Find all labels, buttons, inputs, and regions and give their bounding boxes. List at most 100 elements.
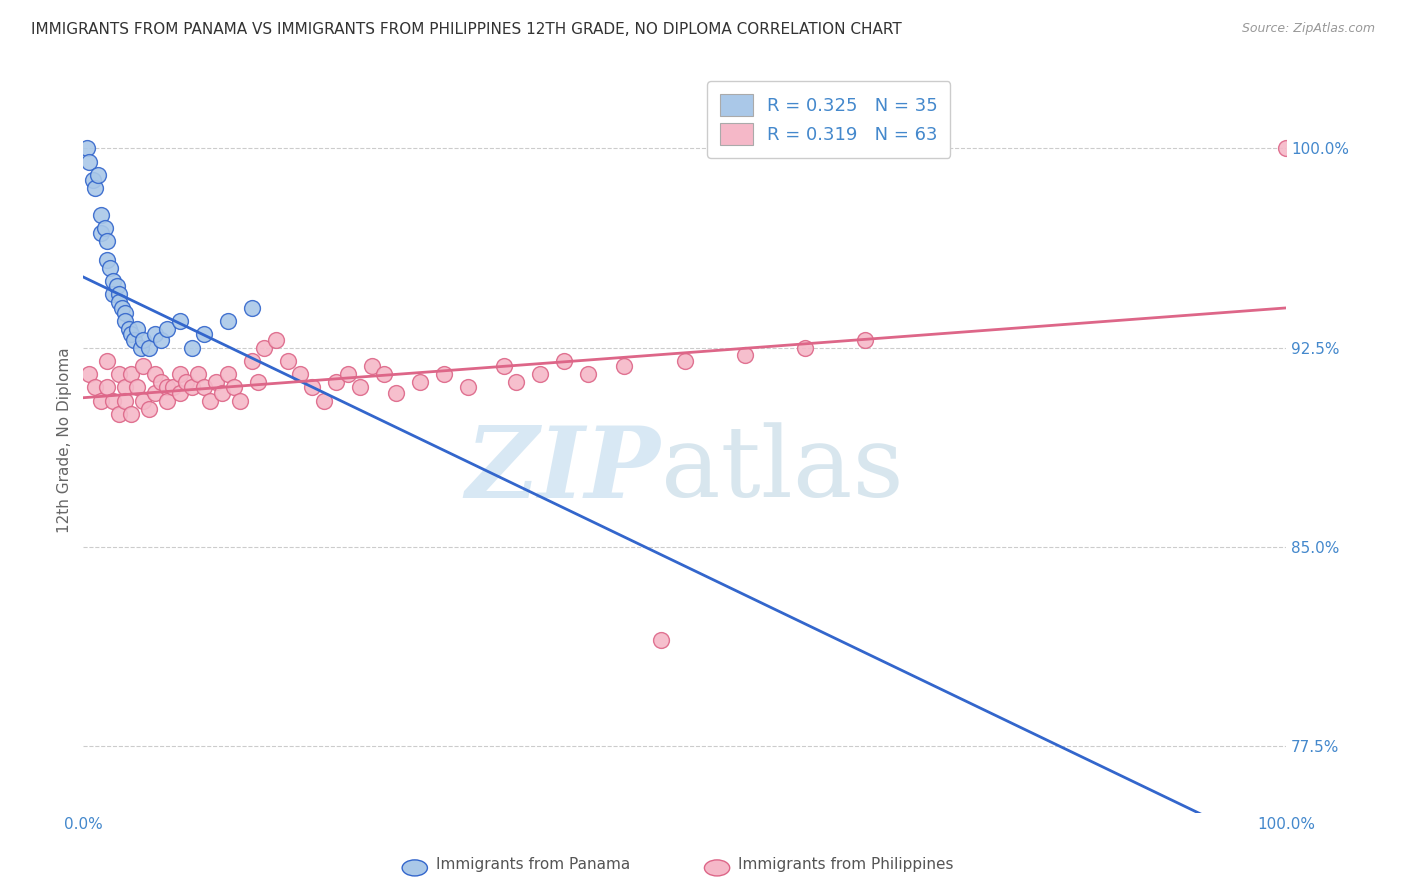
Legend: R = 0.325   N = 35, R = 0.319   N = 63: R = 0.325 N = 35, R = 0.319 N = 63 (707, 81, 950, 158)
Point (82, 173, 104, 187)
Point (79, 154, 101, 169)
Point (529, 367, 551, 381)
Point (96, 234, 118, 248)
Point (494, 359, 516, 373)
Text: ZIP: ZIP (465, 422, 661, 518)
Point (145, 385, 167, 400)
Point (114, 306, 136, 320)
Point (84, 181, 107, 195)
Point (1275, 141, 1298, 155)
Point (122, 333, 145, 347)
Point (349, 380, 371, 394)
Point (222, 380, 245, 394)
Point (132, 359, 155, 373)
Point (240, 301, 263, 315)
Point (373, 367, 395, 381)
Point (240, 353, 263, 368)
Point (217, 314, 239, 328)
Point (96, 252, 118, 267)
Point (187, 367, 209, 381)
Point (162, 380, 184, 394)
Point (409, 375, 432, 389)
Point (90, 208, 112, 222)
Point (228, 393, 250, 408)
Point (96, 380, 118, 394)
Point (553, 353, 575, 368)
Point (793, 341, 815, 355)
Point (108, 367, 131, 381)
Point (325, 375, 347, 389)
Point (111, 301, 134, 315)
Point (301, 380, 323, 394)
Point (120, 327, 142, 342)
Point (174, 375, 197, 389)
Point (90, 393, 112, 408)
Point (361, 359, 384, 373)
Text: Immigrants from Panama: Immigrants from Panama (436, 857, 630, 872)
Point (385, 385, 408, 400)
Point (108, 295, 131, 310)
Point (578, 367, 600, 381)
Point (180, 341, 202, 355)
Point (246, 375, 269, 389)
Point (264, 333, 287, 347)
Point (734, 349, 756, 363)
Point (120, 367, 142, 381)
Point (129, 341, 152, 355)
Text: atlas: atlas (661, 423, 903, 518)
Point (98, 260, 121, 275)
Point (114, 314, 136, 328)
Point (193, 380, 215, 394)
Point (114, 393, 136, 408)
Point (150, 333, 173, 347)
Point (103, 393, 125, 408)
Point (138, 401, 160, 416)
Point (211, 385, 233, 400)
Y-axis label: 12th Grade, No Diploma: 12th Grade, No Diploma (58, 348, 72, 533)
Point (180, 380, 202, 394)
Point (84, 380, 107, 394)
Point (288, 367, 311, 381)
Point (169, 385, 191, 400)
Point (90, 227, 112, 241)
Point (76, 141, 98, 155)
Point (169, 314, 191, 328)
Point (613, 359, 636, 373)
Point (457, 380, 479, 394)
Point (253, 341, 276, 355)
Point (94, 221, 117, 235)
Point (114, 380, 136, 394)
Point (103, 287, 125, 301)
Point (853, 333, 876, 347)
Point (156, 380, 179, 394)
Point (204, 375, 226, 389)
Point (312, 393, 335, 408)
Point (198, 393, 221, 408)
Point (145, 367, 167, 381)
Point (150, 375, 173, 389)
Point (127, 380, 149, 394)
Point (505, 375, 527, 389)
Point (103, 274, 125, 288)
Point (105, 279, 128, 293)
Point (650, 632, 672, 647)
Point (277, 353, 299, 368)
Point (118, 322, 141, 336)
Point (156, 393, 179, 408)
Point (75, 819, 97, 833)
Point (169, 367, 191, 381)
Point (87, 168, 110, 182)
Point (145, 327, 167, 342)
Point (336, 367, 359, 381)
Point (127, 322, 149, 336)
Point (138, 341, 160, 355)
Point (120, 407, 142, 421)
Point (132, 333, 155, 347)
Point (217, 367, 239, 381)
Text: IMMIGRANTS FROM PANAMA VS IMMIGRANTS FROM PHILIPPINES 12TH GRADE, NO DIPLOMA COR: IMMIGRANTS FROM PANAMA VS IMMIGRANTS FRO… (31, 22, 901, 37)
Point (132, 393, 155, 408)
Point (79, 367, 101, 381)
Text: Source: ZipAtlas.com: Source: ZipAtlas.com (1241, 22, 1375, 36)
Point (433, 367, 456, 381)
Point (673, 353, 696, 368)
